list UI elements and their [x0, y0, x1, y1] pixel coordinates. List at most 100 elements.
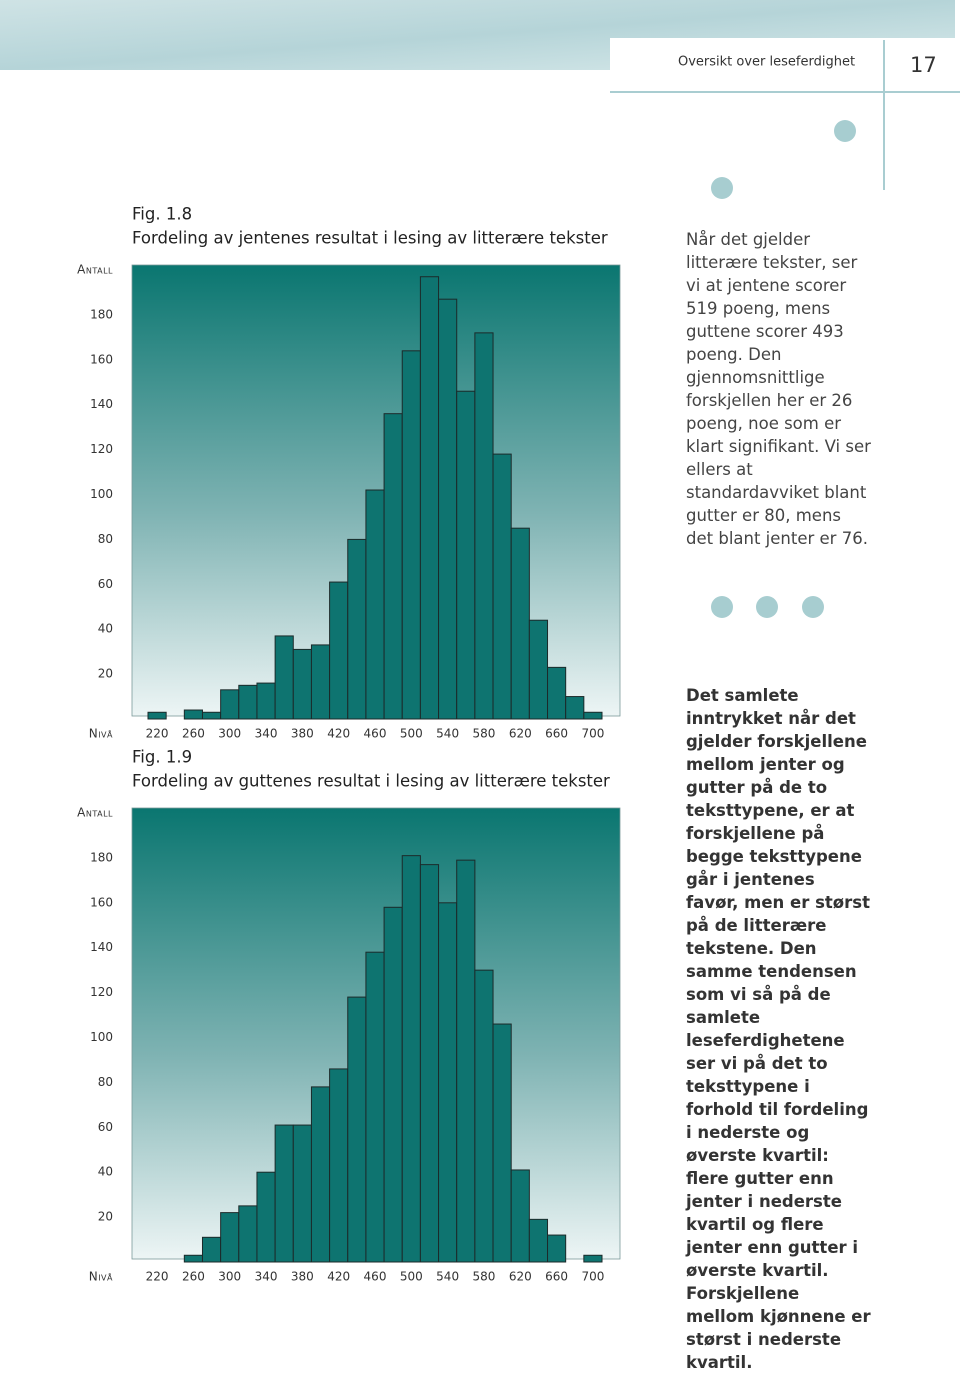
decor-dot — [711, 177, 733, 199]
bar — [492, 1023, 512, 1263]
bar — [220, 689, 240, 720]
y-tick-label: 80 — [98, 1075, 113, 1089]
x-tick-label: 700 — [581, 727, 604, 741]
sidebar-text: Når det gjelder litterære tekster, ser v… — [686, 230, 871, 548]
bar — [274, 635, 294, 720]
bar — [583, 1254, 603, 1263]
x-tick-label: 300 — [218, 1270, 241, 1283]
bar — [183, 709, 203, 720]
y-tick-label: 100 — [90, 487, 113, 501]
bar — [220, 1212, 240, 1263]
y-tick-label: 140 — [90, 397, 113, 411]
x-tick-label: 420 — [327, 1270, 350, 1283]
x-tick-label: 220 — [146, 1270, 169, 1283]
y-tick-label: 120 — [90, 442, 113, 456]
bar — [201, 1236, 222, 1263]
x-tick-label: 580 — [473, 1270, 496, 1283]
y-axis-label: Antall — [77, 263, 113, 277]
chart-title: Fordeling av jentenes resultat i lesing … — [132, 229, 608, 248]
x-tick-label: 700 — [581, 1270, 604, 1283]
x-tick-label: 380 — [291, 1270, 314, 1283]
x-tick-label: 380 — [291, 727, 314, 741]
y-tick-label: 40 — [98, 622, 113, 636]
y-axis-label: Antall — [77, 806, 113, 820]
bar — [183, 1254, 203, 1263]
bar — [256, 1171, 276, 1263]
page-graphics: Oversikt over leseferdighet 17 Fig. 1.8 F… — [0, 0, 960, 1282]
x-tick-label: 420 — [327, 727, 350, 741]
bar — [456, 859, 476, 1263]
bar — [365, 489, 385, 720]
y-tick-label: 80 — [98, 532, 113, 546]
bar — [510, 1169, 530, 1263]
page-number: 17 — [910, 53, 937, 77]
x-tick-label: 460 — [364, 727, 387, 741]
bar — [456, 390, 476, 720]
bar — [147, 711, 167, 720]
decor-dot — [756, 596, 778, 618]
x-tick-label: 540 — [436, 727, 459, 741]
x-tick-label: 540 — [436, 1270, 459, 1283]
sidebar-text: Det samlete inntrykket når det gjelder f… — [686, 686, 871, 1372]
bar — [238, 1205, 258, 1263]
y-tick-label: 160 — [90, 352, 113, 366]
bar — [310, 644, 331, 720]
x-tick-label: 580 — [473, 727, 496, 741]
bar — [329, 1068, 349, 1263]
bar — [310, 1086, 331, 1263]
x-axis-label: Nivå — [89, 727, 113, 741]
y-tick-label: 160 — [90, 895, 113, 909]
y-tick-label: 180 — [90, 850, 113, 864]
x-axis-label: Nivå — [89, 1270, 113, 1283]
bar — [419, 276, 440, 720]
figure-label: Fig. 1.8 — [132, 205, 192, 224]
bar — [401, 855, 421, 1263]
bar — [547, 1234, 567, 1263]
x-tick-label: 260 — [182, 1270, 205, 1283]
y-tick-label: 20 — [98, 1210, 113, 1224]
bar — [256, 682, 276, 720]
bar — [365, 951, 385, 1263]
bar — [201, 711, 222, 720]
x-tick-label: 260 — [182, 727, 205, 741]
x-tick-label: 620 — [509, 1270, 532, 1283]
bar — [238, 684, 258, 720]
bar — [292, 1124, 312, 1263]
bar — [510, 527, 530, 720]
bar — [419, 864, 440, 1263]
y-tick-label: 20 — [98, 667, 113, 681]
x-tick-label: 460 — [364, 1270, 387, 1283]
bar — [274, 1124, 294, 1263]
y-tick-label: 120 — [90, 985, 113, 999]
header-section: Oversikt over leseferdighet — [678, 55, 855, 70]
y-tick-label: 60 — [98, 577, 113, 591]
bar — [383, 906, 403, 1263]
bar — [438, 902, 458, 1263]
bar — [401, 350, 421, 720]
bar — [583, 711, 603, 720]
decor-dot — [834, 120, 856, 142]
x-tick-label: 660 — [545, 1270, 568, 1283]
bar — [347, 538, 367, 720]
bar — [528, 619, 549, 720]
x-tick-label: 300 — [218, 727, 241, 741]
header-box — [610, 38, 955, 92]
bar — [383, 413, 403, 720]
decor-dot — [711, 596, 733, 618]
y-tick-label: 180 — [90, 307, 113, 321]
x-tick-label: 340 — [255, 1270, 278, 1283]
bar — [292, 648, 312, 720]
x-tick-label: 620 — [509, 727, 532, 741]
bar — [329, 581, 349, 720]
x-tick-label: 660 — [545, 727, 568, 741]
bar — [492, 453, 512, 720]
x-tick-label: 500 — [400, 727, 423, 741]
figure-label: Fig. 1.9 — [132, 748, 192, 767]
bar — [528, 1218, 549, 1263]
y-tick-label: 60 — [98, 1120, 113, 1134]
x-tick-label: 500 — [400, 1270, 423, 1283]
bar — [474, 332, 494, 720]
bar — [474, 969, 494, 1263]
bar — [547, 666, 567, 720]
